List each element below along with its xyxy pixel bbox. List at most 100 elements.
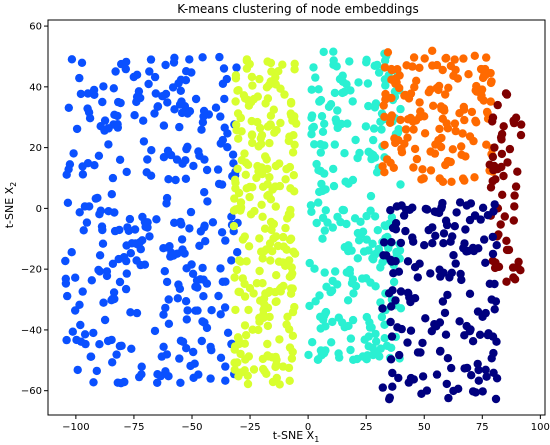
data-point xyxy=(374,68,384,77)
data-point xyxy=(213,165,223,174)
data-point xyxy=(263,180,272,189)
data-point xyxy=(377,312,387,322)
data-point xyxy=(100,116,110,125)
data-point xyxy=(498,190,507,199)
data-point xyxy=(162,277,172,287)
data-point xyxy=(477,91,486,100)
data-point xyxy=(439,268,448,277)
data-point xyxy=(362,235,371,244)
data-point xyxy=(475,330,485,339)
data-point xyxy=(502,277,511,286)
data-point xyxy=(402,61,411,70)
data-point xyxy=(107,296,116,305)
data-point xyxy=(391,219,401,228)
data-point xyxy=(172,155,182,164)
data-point xyxy=(411,116,421,125)
data-point xyxy=(480,235,489,244)
data-point xyxy=(269,234,278,243)
data-point xyxy=(115,155,125,164)
data-point xyxy=(329,164,338,174)
data-point xyxy=(345,57,354,66)
data-point xyxy=(379,251,388,260)
data-point xyxy=(247,116,256,126)
data-point xyxy=(186,207,196,217)
data-point xyxy=(305,301,314,311)
data-point xyxy=(219,64,229,73)
data-point xyxy=(338,318,347,327)
data-point xyxy=(281,223,290,233)
data-point xyxy=(418,372,428,381)
data-point xyxy=(461,225,470,234)
data-point xyxy=(164,175,173,184)
data-point xyxy=(347,279,357,288)
data-point xyxy=(315,187,324,197)
data-point xyxy=(76,320,85,330)
data-point xyxy=(478,203,488,212)
data-point xyxy=(264,80,274,90)
data-point xyxy=(438,114,447,124)
data-point xyxy=(435,318,445,327)
x-tick-label: −100 xyxy=(62,422,89,433)
data-point xyxy=(346,86,355,95)
data-point xyxy=(438,297,448,306)
data-point xyxy=(346,345,355,355)
data-point xyxy=(412,154,422,164)
data-point xyxy=(387,302,396,311)
cluster-4 xyxy=(378,46,497,186)
data-point xyxy=(240,321,250,330)
data-point xyxy=(481,258,490,267)
data-point xyxy=(499,171,508,181)
data-point xyxy=(234,339,243,349)
data-point xyxy=(216,310,225,319)
data-point xyxy=(409,125,418,134)
data-point xyxy=(320,226,329,235)
data-point xyxy=(436,142,446,152)
data-point xyxy=(230,175,240,184)
data-point xyxy=(122,269,131,278)
data-point xyxy=(488,117,497,126)
x-tick-label: 75 xyxy=(476,422,489,433)
data-point xyxy=(424,88,433,97)
data-point xyxy=(329,181,339,191)
data-point xyxy=(481,308,490,318)
data-point xyxy=(216,112,225,121)
data-point xyxy=(137,370,146,379)
data-point xyxy=(81,339,90,349)
data-point xyxy=(341,177,350,186)
data-point xyxy=(356,217,365,226)
data-point xyxy=(415,63,424,72)
data-point xyxy=(259,305,268,314)
points-layer xyxy=(61,46,526,404)
data-point xyxy=(397,201,406,210)
data-point xyxy=(89,328,98,338)
data-point xyxy=(497,135,506,144)
data-point xyxy=(163,98,172,107)
x-tick-label: 25 xyxy=(360,422,373,433)
data-point xyxy=(318,234,327,243)
data-point xyxy=(328,317,337,327)
data-point xyxy=(320,268,329,277)
data-point xyxy=(252,279,262,288)
data-point xyxy=(321,206,330,215)
data-point xyxy=(378,304,387,313)
x-tick-label: −75 xyxy=(123,422,144,433)
data-point xyxy=(396,104,405,114)
data-point xyxy=(269,105,278,114)
data-point xyxy=(363,79,373,88)
data-point xyxy=(129,72,138,82)
data-point xyxy=(90,161,99,170)
data-point xyxy=(307,85,316,94)
data-point xyxy=(68,327,78,336)
data-point xyxy=(422,205,432,214)
data-point xyxy=(435,124,444,134)
data-point xyxy=(112,350,121,359)
data-point xyxy=(340,243,349,252)
data-point xyxy=(447,363,456,373)
data-point xyxy=(327,338,336,347)
data-point xyxy=(508,263,518,272)
data-point xyxy=(351,135,360,145)
data-point xyxy=(234,86,243,95)
data-point xyxy=(412,76,421,86)
data-point xyxy=(156,371,165,381)
data-point xyxy=(278,60,287,69)
